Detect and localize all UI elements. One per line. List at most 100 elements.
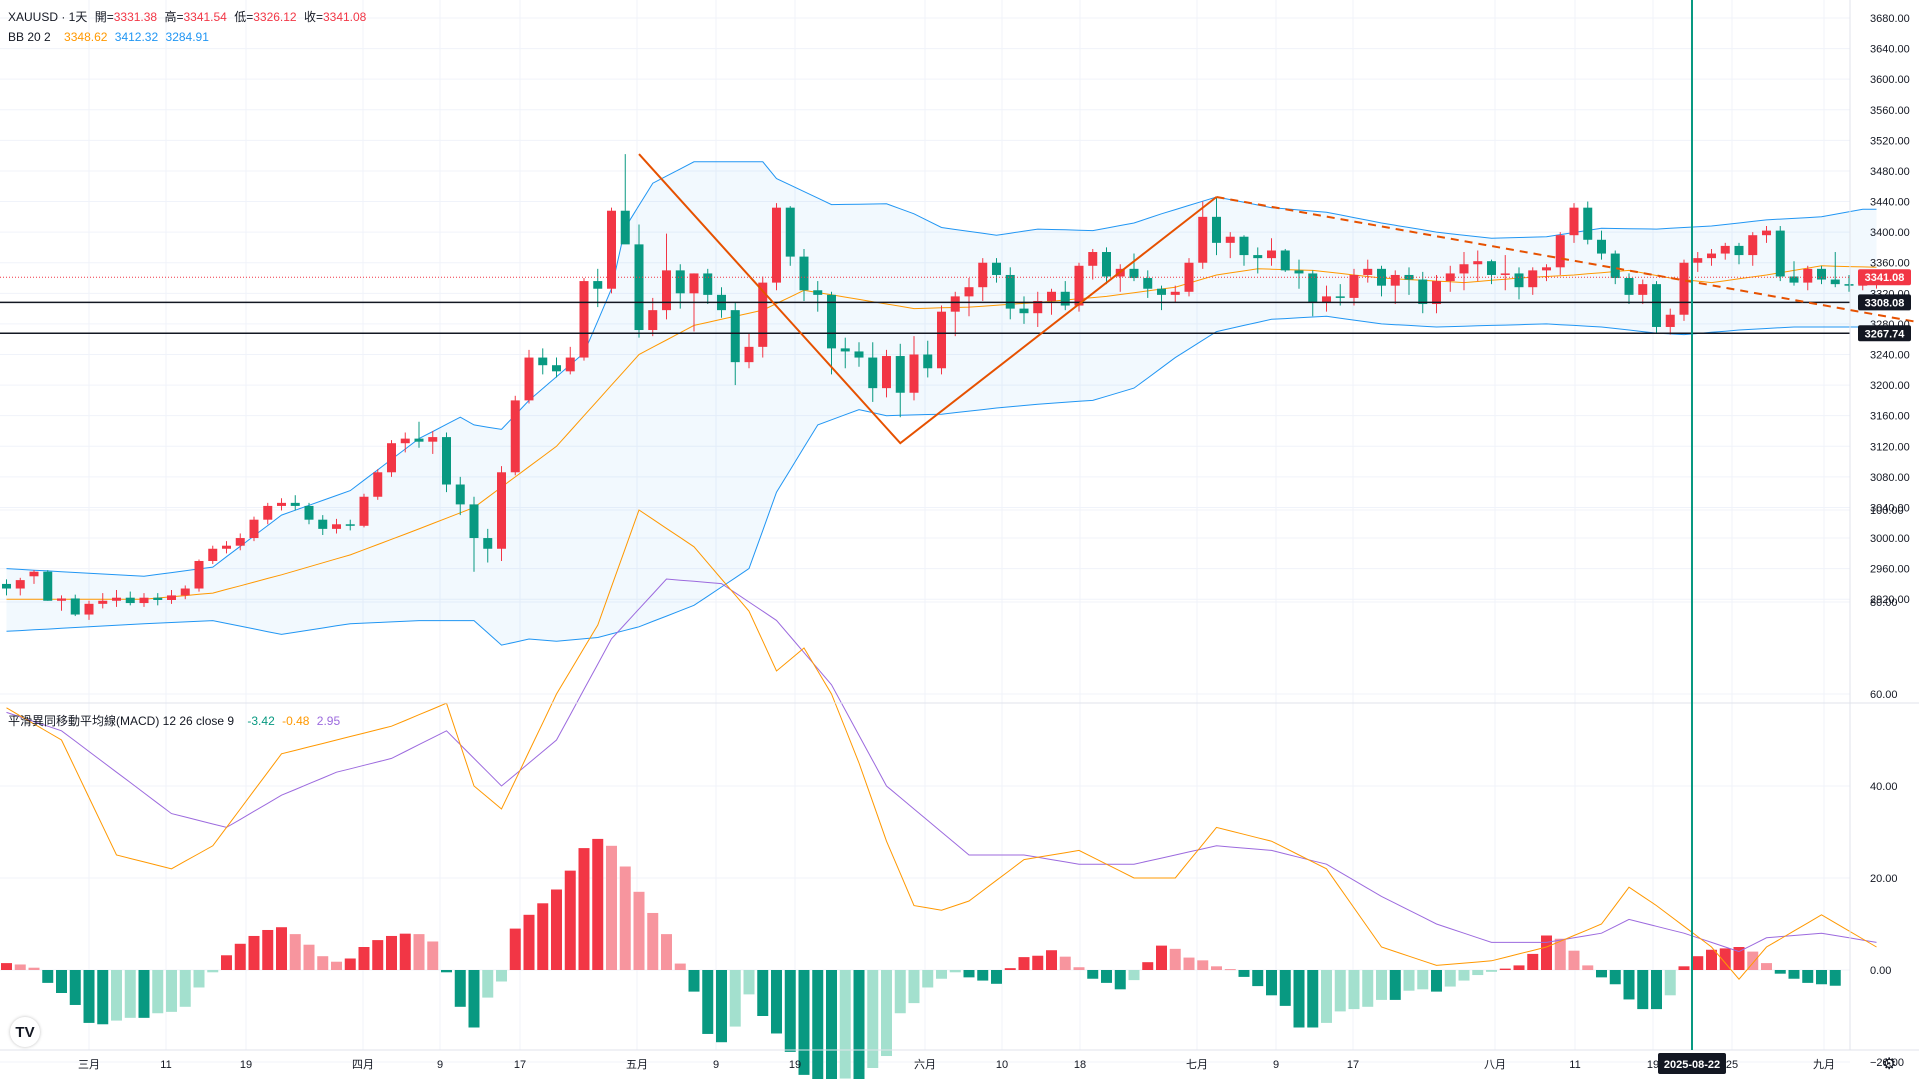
macd-histogram-bar xyxy=(661,934,672,970)
candle xyxy=(167,590,176,604)
candle-body xyxy=(1844,284,1854,286)
time-tick-label[interactable]: 18 xyxy=(1074,1059,1086,1071)
candle-body xyxy=(1487,261,1496,275)
time-tick-label[interactable]: 九月 xyxy=(1813,1058,1835,1071)
time-tick-label[interactable]: 19 xyxy=(789,1059,801,1071)
candle xyxy=(112,590,121,607)
macd-histogram-bar xyxy=(413,934,425,970)
time-tick-label[interactable]: 9 xyxy=(1273,1059,1279,1071)
candle xyxy=(304,502,314,525)
candle xyxy=(524,349,534,404)
candle xyxy=(1445,265,1455,292)
candle-body xyxy=(1638,284,1648,295)
macd-histogram-bar xyxy=(592,838,604,970)
candle xyxy=(1610,250,1620,285)
candle-body xyxy=(70,598,80,615)
crosshair-cursor: 2025-08-22 xyxy=(1658,0,1726,1074)
macd-legend[interactable]: 平滑異同移動平均線(MACD) 12 26 close 9 -3.42 -0.4… xyxy=(8,712,344,729)
macd-histogram-bar xyxy=(908,970,920,1004)
macd-histogram-bar xyxy=(1101,970,1112,983)
macd-histogram-bar xyxy=(262,929,274,970)
candle-body xyxy=(799,256,809,291)
macd-histogram-bar xyxy=(1637,970,1649,1010)
price-tick-label: 3360.00 xyxy=(1870,258,1910,270)
candle xyxy=(1734,242,1744,265)
candle-body xyxy=(895,356,905,393)
macd-histogram-bar xyxy=(812,970,824,1079)
candle xyxy=(1349,268,1359,306)
macd-histogram-bar xyxy=(1527,953,1539,970)
time-tick-label[interactable]: 四月 xyxy=(352,1059,374,1071)
time-tick-label[interactable]: 10 xyxy=(996,1059,1008,1071)
candle xyxy=(153,593,163,606)
candle-body xyxy=(345,524,355,526)
bb-legend[interactable]: BB 20 2 3348.62 3412.32 3284.91 xyxy=(8,30,213,44)
macd-histogram-bar xyxy=(1032,955,1044,970)
price-tick-label: 3080.00 xyxy=(1870,472,1910,484)
candle-body xyxy=(1267,250,1276,259)
candle-body xyxy=(400,438,410,444)
time-tick-label[interactable]: 三月 xyxy=(78,1059,100,1071)
price-tick-label: 3200.00 xyxy=(1870,380,1910,392)
time-tick-label[interactable]: 五月 xyxy=(626,1059,648,1071)
time-tick-label[interactable]: 9 xyxy=(437,1059,443,1071)
candle xyxy=(1432,274,1441,314)
open-label: 開= xyxy=(94,10,114,24)
zigzag-pattern-line[interactable] xyxy=(638,153,1218,445)
symbol-legend: XAUUSD · 1天 開=3331.38 高=3341.54 低=3326.1… xyxy=(8,8,370,25)
price-tick-label: 3640.00 xyxy=(1870,44,1910,56)
open-value: 3331.38 xyxy=(113,10,158,24)
candle xyxy=(510,395,520,476)
macd-histogram-bar xyxy=(1073,967,1085,970)
macd-histogram-bar xyxy=(1279,970,1291,1006)
macd-histogram-bar xyxy=(523,914,535,970)
candle xyxy=(1569,203,1579,243)
time-tick-label[interactable]: 六月 xyxy=(914,1058,936,1071)
candle-body xyxy=(730,310,740,363)
candle xyxy=(620,154,630,245)
time-tick-label[interactable]: 19 xyxy=(240,1059,252,1071)
macd-histogram-bar xyxy=(344,958,356,970)
candle xyxy=(1707,248,1716,266)
candle-body xyxy=(785,207,795,257)
macd-histogram-bar xyxy=(922,970,934,988)
time-tick-label[interactable]: 七月 xyxy=(1186,1058,1208,1071)
tradingview-logo-icon[interactable]: TV xyxy=(10,1017,40,1047)
time-tick-label[interactable]: 11 xyxy=(1569,1059,1580,1071)
candle-body xyxy=(1088,252,1098,266)
time-tick-label[interactable]: 17 xyxy=(1347,1059,1359,1071)
candle-body xyxy=(263,505,273,520)
time-tick-label[interactable]: 19 xyxy=(1647,1059,1659,1071)
bb-basis-value: 3348.62 xyxy=(64,30,108,44)
candle xyxy=(139,593,149,607)
candle xyxy=(648,297,658,337)
candle xyxy=(1170,285,1180,303)
macd-histogram-bar xyxy=(839,970,851,1079)
candle-body xyxy=(662,270,671,311)
time-tick-label[interactable]: 八月 xyxy=(1484,1059,1506,1071)
candle-body xyxy=(1060,291,1070,306)
candle xyxy=(249,516,259,542)
macd-histogram-bar xyxy=(1,963,12,970)
candle-body xyxy=(1665,314,1675,327)
macd-histogram-bar xyxy=(551,889,562,970)
time-tick-label[interactable]: 11 xyxy=(160,1059,171,1071)
time-tick-label[interactable]: 9 xyxy=(713,1059,719,1071)
candle xyxy=(1652,281,1661,334)
macd-histogram-bar xyxy=(1706,949,1717,970)
symbol-label[interactable]: XAUUSD · 1天 xyxy=(8,10,88,24)
time-tick-label[interactable]: 17 xyxy=(514,1059,526,1071)
candle xyxy=(730,302,740,386)
pattern-lines[interactable] xyxy=(638,85,1919,445)
candle xyxy=(1198,201,1208,269)
candle xyxy=(1143,270,1153,298)
macd-histogram-bar xyxy=(1747,951,1759,970)
time-tick-label[interactable]: 25 xyxy=(1726,1059,1738,1071)
candle-body xyxy=(1624,278,1634,295)
candle-body xyxy=(1597,239,1606,254)
candle-body xyxy=(1390,274,1400,286)
candle-body xyxy=(483,538,493,549)
candle-body xyxy=(565,357,575,372)
gear-icon[interactable]: ⚙ xyxy=(1882,1056,1897,1073)
